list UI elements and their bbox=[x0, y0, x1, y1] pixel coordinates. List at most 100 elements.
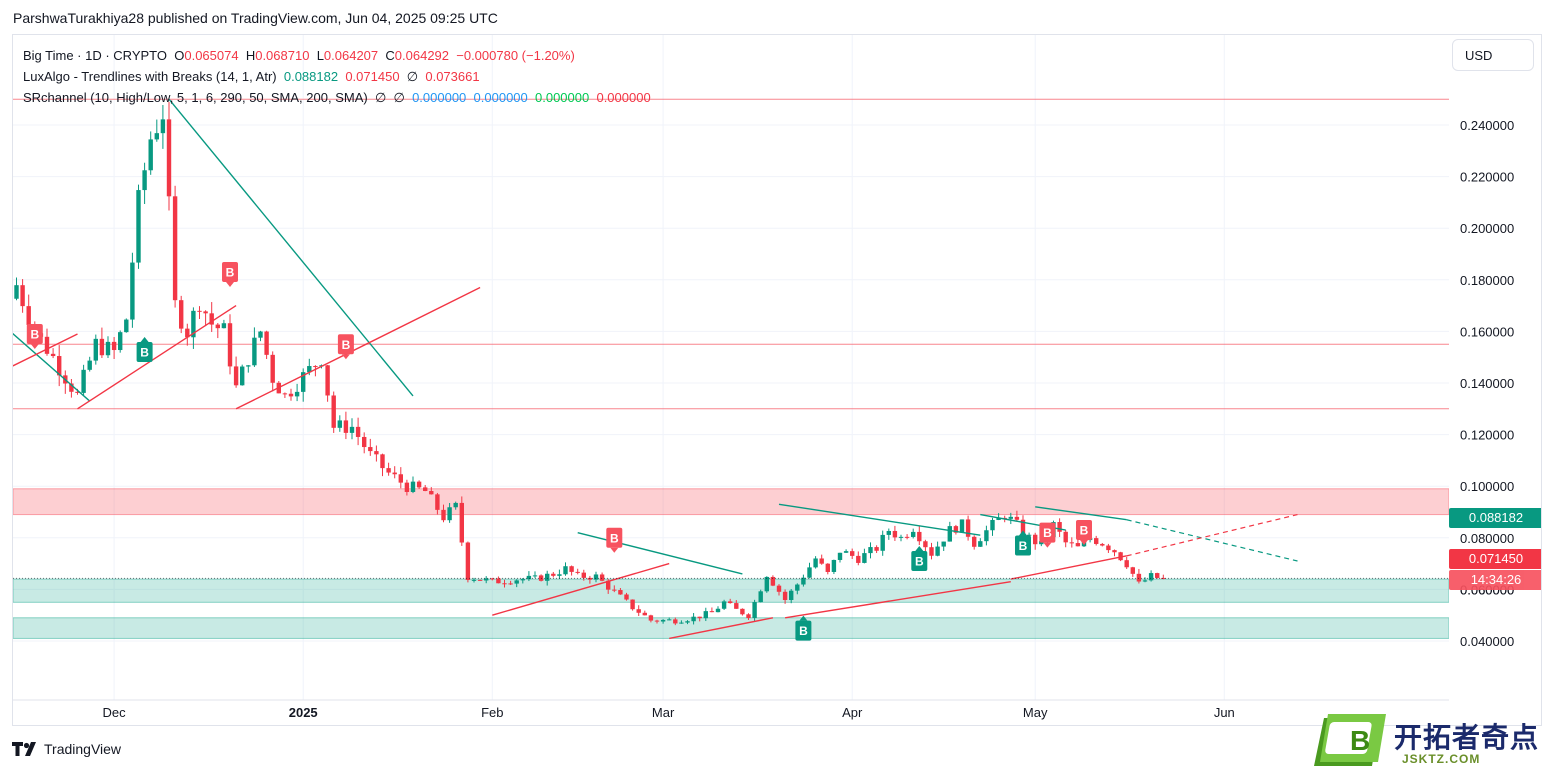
candle-body bbox=[935, 546, 940, 556]
candle-body bbox=[990, 519, 995, 531]
candle-body bbox=[69, 383, 74, 392]
candle-body bbox=[880, 534, 885, 551]
legend-main-series[interactable]: Big Time · 1D · CRYPTO O0.065074 H0.0687… bbox=[23, 45, 651, 66]
trendline-up bbox=[784, 580, 1011, 619]
candle-body bbox=[87, 360, 92, 370]
candle-body bbox=[124, 319, 129, 333]
candle-body bbox=[1130, 567, 1135, 574]
candle-body bbox=[697, 616, 702, 619]
time-axis-label: May bbox=[1023, 705, 1048, 720]
svg-text:B: B bbox=[140, 346, 149, 360]
candle-body bbox=[398, 474, 403, 483]
break-marker-bullish: B bbox=[1015, 530, 1031, 556]
candle-body bbox=[526, 575, 532, 580]
candle-body bbox=[374, 451, 379, 455]
candle-body bbox=[734, 603, 739, 609]
candle-body bbox=[825, 563, 830, 572]
luxalgo-upper-value: 0.088182 bbox=[283, 69, 339, 84]
chart-frame[interactable]: BBBBBBBBBB0.0400000.0600000.0800000.1000… bbox=[12, 34, 1542, 726]
candle-body bbox=[215, 324, 220, 329]
candle-body bbox=[307, 366, 312, 373]
trendline-up bbox=[492, 562, 670, 616]
candle-body bbox=[392, 472, 397, 475]
candle-body bbox=[1063, 531, 1068, 543]
break-marker-bearish: B bbox=[222, 262, 238, 288]
candle-body bbox=[965, 519, 971, 537]
candle-body bbox=[264, 331, 269, 355]
candle-body bbox=[728, 601, 733, 604]
candle-body bbox=[130, 262, 135, 320]
candle-body bbox=[709, 611, 715, 613]
candle-body bbox=[1112, 550, 1117, 553]
legend-srchannel[interactable]: SRchannel (10, High/Low, 5, 1, 6, 290, 5… bbox=[23, 87, 651, 108]
candle-body bbox=[667, 619, 672, 621]
candle-body bbox=[532, 575, 538, 577]
tradingview-logo[interactable]: TradingView bbox=[12, 741, 121, 757]
candle-body bbox=[917, 531, 922, 542]
candle-body bbox=[111, 341, 117, 351]
candle-body bbox=[1124, 560, 1129, 568]
price-axis-label: 0.140000 bbox=[1460, 376, 1514, 391]
candle-body bbox=[1161, 577, 1166, 579]
candle-body bbox=[770, 576, 776, 586]
candle-body bbox=[1014, 516, 1020, 520]
candle-body bbox=[1100, 543, 1105, 546]
svg-text:B: B bbox=[342, 338, 351, 352]
price-axis-label: 0.240000 bbox=[1460, 118, 1514, 133]
candle-body bbox=[441, 509, 446, 521]
svg-text:B: B bbox=[30, 327, 39, 341]
price-chart[interactable]: BBBBBBBBBB0.0400000.0600000.0800000.1000… bbox=[13, 35, 1542, 726]
luxalgo-title: LuxAlgo - Trendlines with Breaks (14, 1,… bbox=[23, 69, 277, 84]
svg-text:B: B bbox=[799, 624, 808, 638]
trendline-down bbox=[13, 332, 91, 402]
candle-body bbox=[288, 393, 294, 397]
candle-body bbox=[947, 526, 952, 542]
time-axis-label: Mar bbox=[652, 705, 675, 720]
candle-body bbox=[404, 482, 410, 492]
candle-body bbox=[1106, 545, 1111, 551]
high-label: H bbox=[245, 48, 256, 63]
srchannel-value-2: 0.000000 bbox=[473, 90, 528, 105]
candle-body bbox=[764, 576, 769, 592]
candle-body bbox=[996, 517, 1001, 520]
luxalgo-empty-symbol: ∅ bbox=[406, 69, 419, 84]
candle-body bbox=[795, 584, 800, 591]
candle-body bbox=[868, 547, 873, 554]
candle-body bbox=[1039, 541, 1044, 545]
low-value: 0.064207 bbox=[323, 48, 379, 63]
trendline-down-extension bbox=[1126, 519, 1298, 562]
symbol-title: Big Time · 1D · CRYPTO bbox=[23, 48, 167, 63]
legend-luxalgo[interactable]: LuxAlgo - Trendlines with Breaks (14, 1,… bbox=[23, 66, 651, 87]
candle-body bbox=[410, 481, 416, 492]
candle-body bbox=[1033, 534, 1038, 545]
candle-body bbox=[886, 530, 891, 535]
candle-body bbox=[856, 555, 861, 563]
price-axis-label: 0.180000 bbox=[1460, 273, 1514, 288]
srchannel-empty-symbol-1: ∅ bbox=[374, 90, 387, 105]
trendline-up bbox=[1010, 555, 1127, 580]
currency-button[interactable]: USD bbox=[1452, 39, 1534, 71]
candle-body bbox=[26, 306, 31, 325]
trendline-up bbox=[235, 286, 481, 410]
resistance-zone bbox=[13, 488, 1450, 516]
upper-trendline-price-tag: 0.088182 bbox=[1449, 508, 1541, 528]
support-zone bbox=[13, 578, 1450, 603]
candle-body bbox=[471, 579, 477, 581]
time-axis-label: Jun bbox=[1214, 705, 1235, 720]
candle-body bbox=[874, 547, 879, 551]
candle-body bbox=[490, 578, 495, 580]
candle-body bbox=[898, 536, 904, 538]
time-axis-label: 2025 bbox=[289, 705, 318, 720]
candle-body bbox=[465, 542, 471, 580]
candle-body bbox=[325, 365, 330, 396]
candle-body bbox=[496, 578, 501, 584]
svg-text:B: B bbox=[915, 555, 924, 569]
trendline-up-extension bbox=[1126, 513, 1298, 557]
open-label: O bbox=[174, 48, 185, 63]
candle-body bbox=[75, 391, 80, 393]
srchannel-empty-symbol-2: ∅ bbox=[393, 90, 405, 105]
price-axis-label: 0.220000 bbox=[1460, 170, 1514, 185]
candle-body bbox=[636, 609, 641, 613]
break-marker-bullish: B bbox=[795, 615, 812, 641]
candle-body bbox=[172, 196, 178, 301]
